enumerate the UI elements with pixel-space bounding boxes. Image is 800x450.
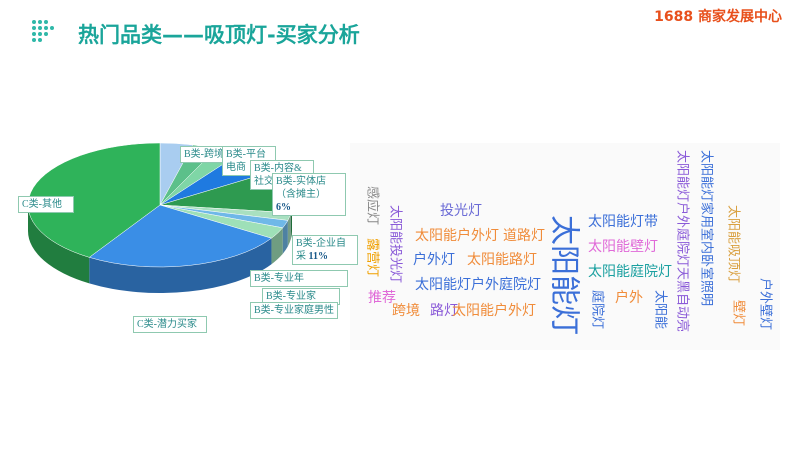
brand: 1688 商家发展中心 [654, 8, 782, 25]
slice [27, 142, 161, 258]
slice-name: B类-专业家 [266, 291, 316, 302]
word: 太阳能庭院灯 [588, 263, 672, 280]
logo-dots [32, 20, 54, 42]
slice-name: B类-专业年 [254, 273, 304, 284]
word: 太阳能灯 [547, 215, 582, 335]
slice-side [282, 220, 288, 254]
word-cloud-bg [350, 143, 780, 350]
slice-side [89, 238, 272, 293]
slice-label: B类-企业自采 11% [292, 235, 358, 265]
slice-label: B类-实体店（含摊主） 6% [272, 173, 346, 216]
word: 跨境 [392, 303, 420, 319]
word: 露营灯 [365, 238, 380, 277]
slice-side [271, 227, 283, 265]
slice [88, 204, 273, 268]
word: 户外壁灯 [758, 278, 774, 330]
word: 太阳能投光灯 [388, 205, 404, 283]
slice-name: B类-企业自采 [296, 238, 346, 262]
word: 太阳能 [653, 290, 668, 329]
slice-name: C类-其他 [22, 199, 62, 210]
word: 太阳能壁灯 [588, 239, 658, 255]
slice-name: B类-平台电商 [226, 149, 266, 173]
word: 太阳能灯带 [588, 214, 658, 230]
word: 太阳能灯家用室内卧室照明 [699, 150, 715, 306]
word: 太阳能灯户外庭院灯 [415, 276, 541, 293]
slice-value: 6% [276, 202, 291, 213]
word: 壁灯 [731, 300, 746, 326]
word: 太阳能吸顶灯 [726, 205, 741, 283]
word: 户外灯 [413, 251, 455, 268]
slice-value: 11% [306, 251, 328, 262]
slice-name: B类-内容&社交 [254, 163, 302, 187]
word: 庭院灯 [590, 290, 606, 329]
slice-label: C类-潜力买家 [133, 316, 207, 333]
slice-side [28, 205, 90, 284]
word: 道路灯 [503, 228, 545, 244]
word: 户外 [615, 289, 643, 306]
slice-label: C类-其他 [18, 196, 74, 213]
word: 感应灯 [365, 186, 381, 225]
slice-name: C类-潜力买家 [137, 319, 197, 330]
word: 太阳能路灯 [467, 252, 537, 268]
slice-label: B类-专业年 [250, 270, 348, 287]
word: 太阳能户外灯 [415, 227, 499, 244]
slice-label: B类-专业家庭男性 [250, 302, 338, 319]
slice-name: B类-跨境 [184, 149, 224, 160]
title: 热门品类——吸顶灯-买家分析 [78, 23, 360, 47]
word: 路灯 [430, 303, 458, 319]
slice-side [287, 212, 291, 247]
slice-name: B类-专业家庭男性 [254, 305, 334, 316]
word: 太阳能户外灯 [452, 302, 536, 319]
word: 投光灯 [440, 203, 482, 219]
slice-name: B类-实体店（含摊主） [276, 176, 326, 200]
word: 推荐 [368, 290, 396, 306]
word: 太阳能灯户外庭院灯天黑自动亮 [675, 150, 691, 332]
